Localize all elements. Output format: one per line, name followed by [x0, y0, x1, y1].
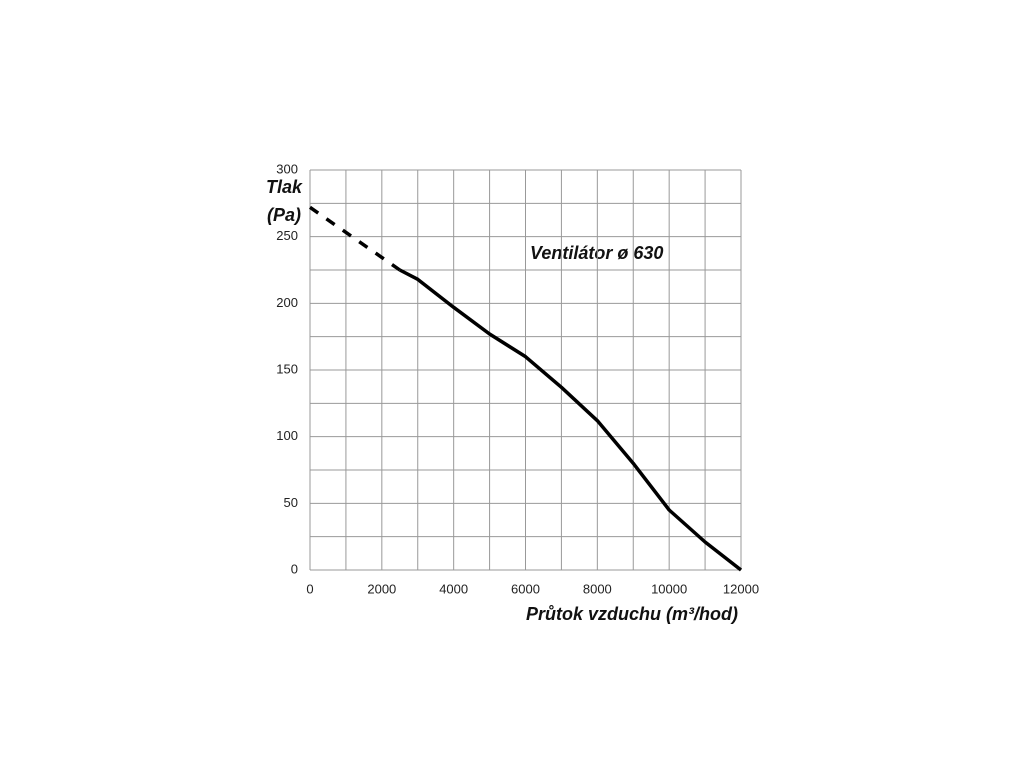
x-tick-label: 6000 — [511, 581, 540, 596]
x-axis-label: Průtok vzduchu (m³/hod) — [526, 604, 738, 624]
chart-title: Ventilátor ø 630 — [530, 243, 663, 263]
y-tick-label: 100 — [276, 428, 298, 443]
y-tick-label: 150 — [276, 361, 298, 376]
y-axis-label: (Pa) — [267, 205, 301, 225]
x-tick-label: 8000 — [583, 581, 612, 596]
y-tick-label: 250 — [276, 228, 298, 243]
y-tick-label: 300 — [276, 161, 298, 176]
y-tick-label: 200 — [276, 295, 298, 310]
y-tick-label: 0 — [291, 561, 298, 576]
x-tick-label: 12000 — [723, 581, 759, 596]
y-tick-label: 50 — [284, 495, 298, 510]
x-tick-label: 4000 — [439, 581, 468, 596]
series-line — [308, 205, 401, 272]
y-axis-label: Tlak — [266, 177, 303, 197]
x-tick-label: 0 — [306, 581, 313, 596]
x-tick-label: 10000 — [651, 581, 687, 596]
x-tick-label: 2000 — [367, 581, 396, 596]
series-line — [398, 268, 743, 572]
